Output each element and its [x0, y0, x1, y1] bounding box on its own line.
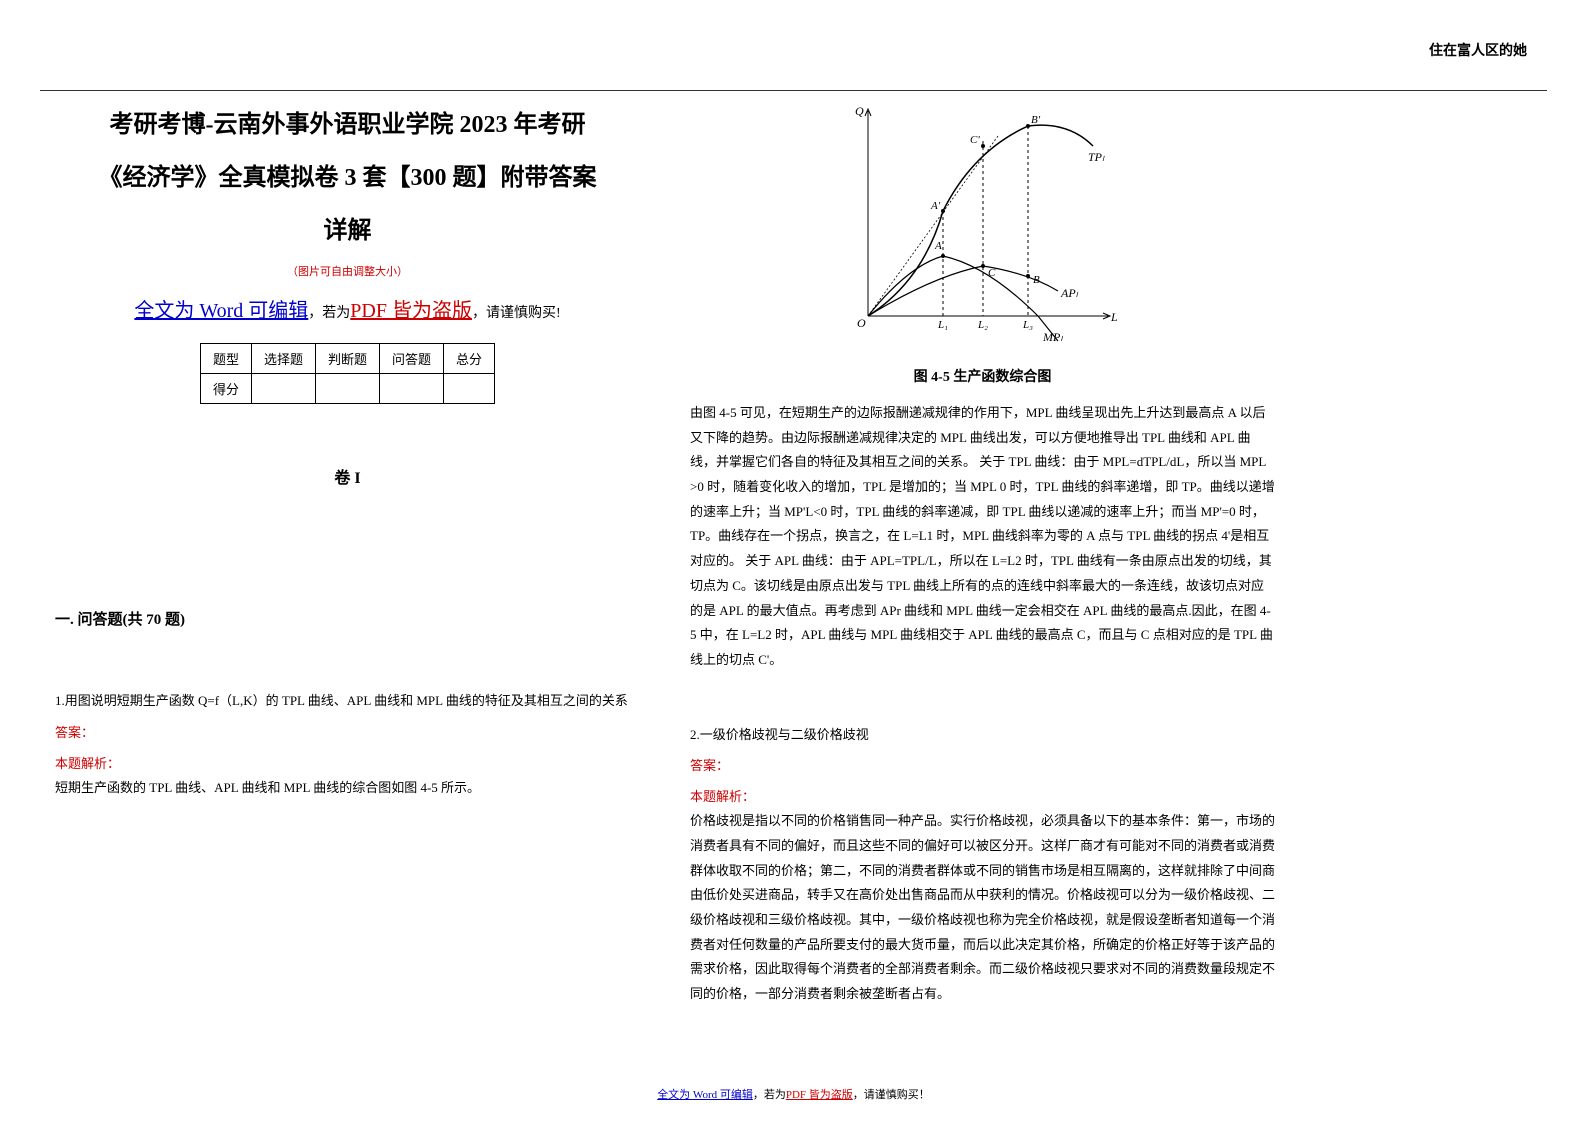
- footer-mid: ，若为: [753, 1089, 786, 1101]
- tp-label: TPₗ: [1088, 150, 1105, 164]
- pdf-pirate-text: PDF 皆为盗版: [350, 300, 472, 322]
- left-column: 考研考博-云南外事外语职业学院 2023 年考研 《经济学》全真模拟卷 3 套【…: [40, 101, 640, 1007]
- paper-volume-label: 卷 I: [55, 464, 640, 488]
- th-total: 总分: [444, 344, 495, 374]
- cell-empty: [251, 374, 315, 404]
- question-2-text: 2.一级价格歧视与二级价格歧视: [690, 723, 1275, 748]
- c-label: C: [988, 267, 996, 279]
- th-judge: 判断题: [315, 344, 379, 374]
- image-size-note: （图片可自由调整大小）: [55, 263, 640, 279]
- a-prime-label: A': [930, 200, 941, 212]
- th-qa: 问答题: [380, 344, 444, 374]
- main-title-2: 《经济学》全真模拟卷 3 套【300 题】附带答案: [55, 154, 640, 202]
- origin-label: O: [857, 316, 866, 330]
- word-editable-text: 全文为 Word 可编辑: [134, 300, 308, 322]
- th-choice: 选择题: [251, 344, 315, 374]
- c-prime-label: C': [970, 134, 980, 146]
- l1-label: L₁: [937, 319, 948, 331]
- analysis-body-2: 价格歧视是指以不同的价格销售同一种产品。实行价格歧视，必须具备以下的基本条件：第…: [690, 809, 1275, 1007]
- analysis-body: 短期生产函数的 TPL 曲线、APL 曲线和 MPL 曲线的综合图如图 4-5 …: [55, 776, 640, 801]
- a-label: A: [934, 240, 942, 252]
- b-label: B: [1033, 274, 1040, 286]
- question-1-text: 1.用图说明短期生产函数 Q=f（L,K）的 TPL 曲线、APL 曲线和 MP…: [55, 689, 640, 714]
- header-corner-text: 住在富人区的她: [1429, 40, 1527, 60]
- mp-label: MPₗ: [1042, 330, 1063, 344]
- cell-empty: [444, 374, 495, 404]
- table-row: 得分: [200, 374, 494, 404]
- divider: [40, 90, 1547, 91]
- section-header: 一. 问答题(共 70 题): [55, 608, 640, 629]
- spacer: [690, 673, 1275, 723]
- l2-label: L₂: [977, 319, 988, 331]
- notice-tail: ，请谨慎购买!: [472, 306, 561, 321]
- figure-caption: 图 4-5 生产函数综合图: [690, 366, 1275, 386]
- axis-q-label: Q: [855, 104, 864, 118]
- figure-4-5: Q O L L₁ L₂ L₃ A' A C' C B' B TPₗ APₗ MP…: [690, 101, 1275, 356]
- b-prime-label: B': [1031, 114, 1041, 126]
- analysis-label-2: 本题解析：: [690, 786, 1275, 805]
- production-function-chart: Q O L L₁ L₂ L₃ A' A C' C B' B TPₗ APₗ MP…: [843, 101, 1123, 351]
- ap-label: APₗ: [1060, 286, 1079, 300]
- analysis-label: 本题解析：: [55, 753, 640, 772]
- answer-label: 答案：: [55, 722, 640, 741]
- row-score-label: 得分: [200, 374, 251, 404]
- editable-notice: 全文为 Word 可编辑，若为PDF 皆为盗版，请谨慎购买!: [55, 294, 640, 323]
- l3-label: L₃: [1022, 319, 1033, 331]
- footer-notice: 全文为 Word 可编辑，若为PDF 皆为盗版，请谨慎购买！: [0, 1086, 1587, 1102]
- cell-empty: [380, 374, 444, 404]
- right-column: Q O L L₁ L₂ L₃ A' A C' C B' B TPₗ APₗ MP…: [690, 101, 1290, 1007]
- notice-mid: ，若为: [308, 306, 350, 321]
- footer-tail: ，请谨慎购买！: [853, 1089, 930, 1101]
- footer-pdf-text: PDF 皆为盗版: [786, 1089, 853, 1101]
- answer-label-2: 答案：: [690, 755, 1275, 774]
- th-type: 题型: [200, 344, 251, 374]
- main-title-1: 考研考博-云南外事外语职业学院 2023 年考研: [55, 101, 640, 149]
- axis-l-label: L: [1110, 310, 1118, 324]
- cell-empty: [315, 374, 379, 404]
- table-row: 题型 选择题 判断题 问答题 总分: [200, 344, 494, 374]
- content-columns: 考研考博-云南外事外语职业学院 2023 年考研 《经济学》全真模拟卷 3 套【…: [40, 101, 1547, 1007]
- score-table: 题型 选择题 判断题 问答题 总分 得分: [200, 343, 495, 404]
- main-title-3: 详解: [55, 207, 640, 255]
- footer-word-text: 全文为 Word 可编辑: [657, 1089, 753, 1101]
- q1-long-analysis: 由图 4-5 可见，在短期生产的边际报酬递减规律的作用下，MPL 曲线呈现出先上…: [690, 401, 1275, 673]
